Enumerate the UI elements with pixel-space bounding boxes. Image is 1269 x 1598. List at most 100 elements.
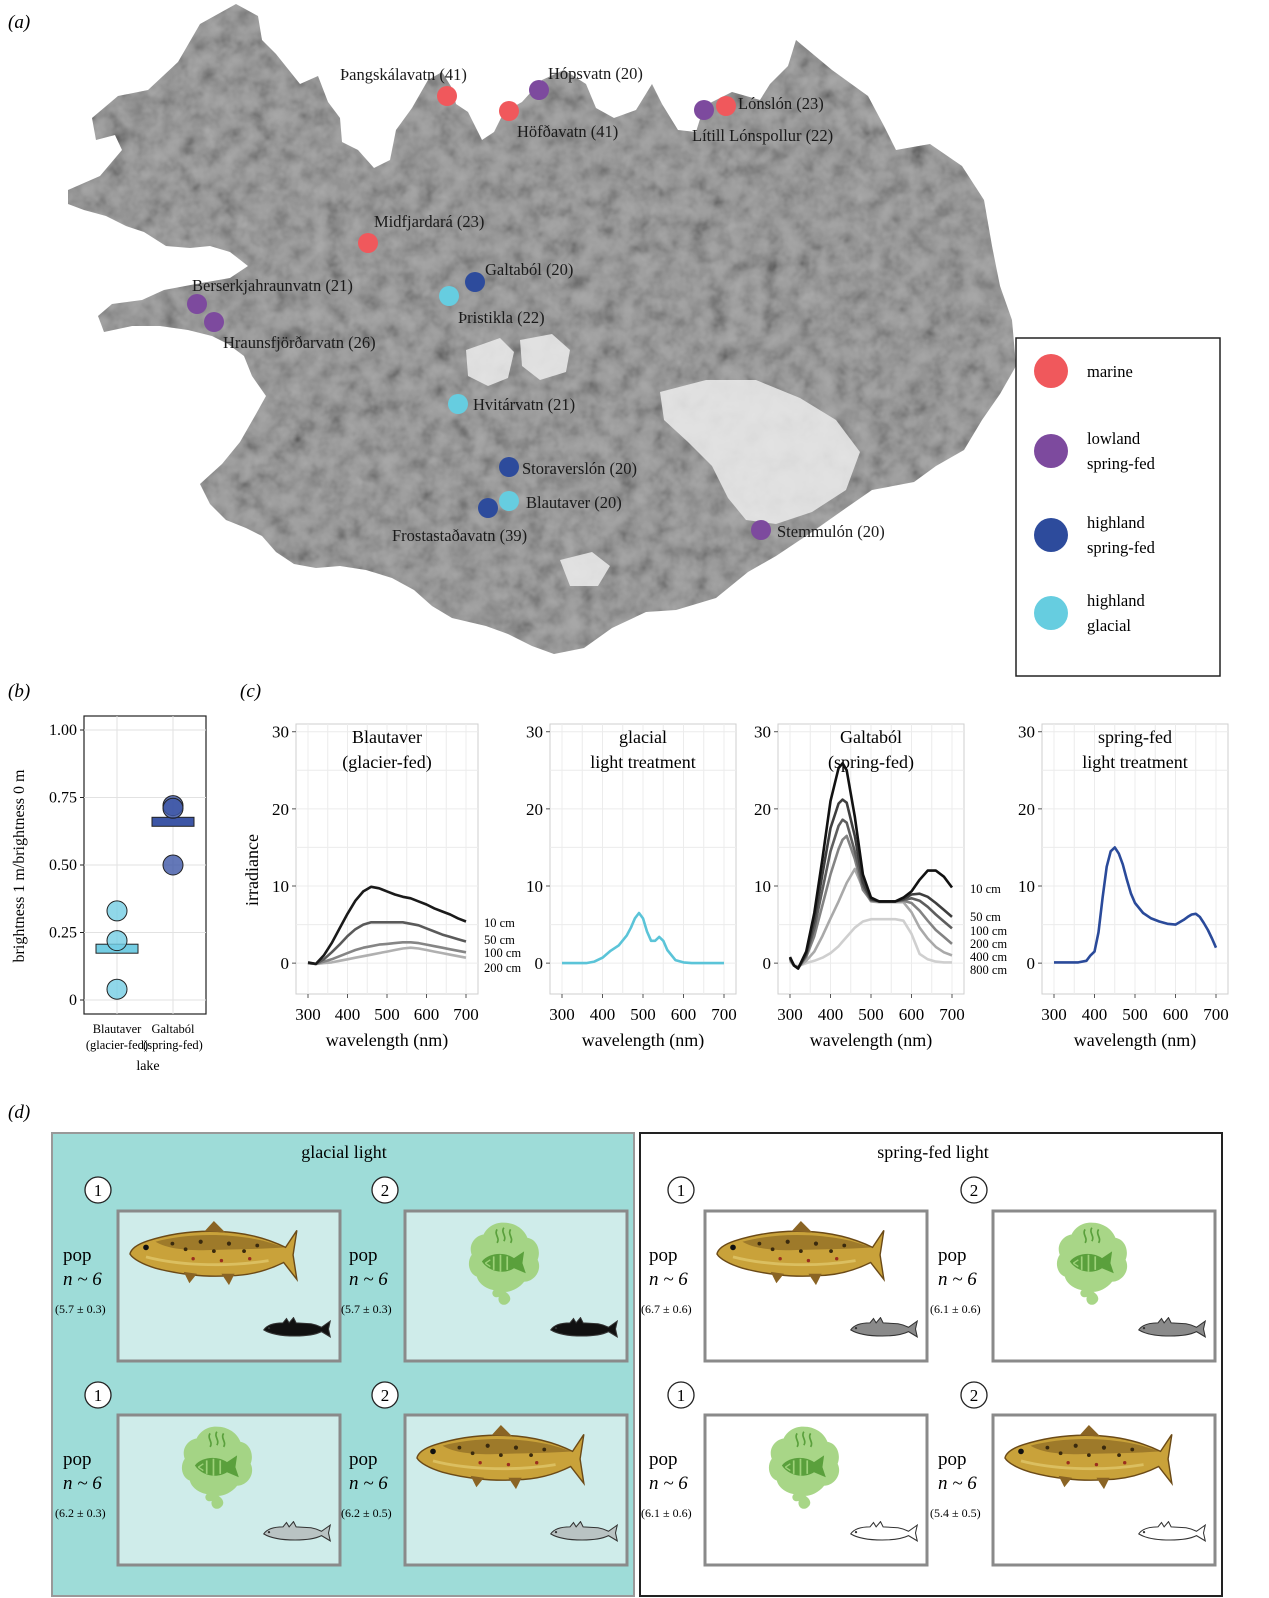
chart-title: Blautaver (352, 727, 422, 747)
site-label: Storaverslón (20) (522, 459, 637, 478)
series-line (307, 885, 467, 966)
panel-label-d: (d) (8, 1102, 30, 1123)
depth-label: 400 cm (970, 950, 1007, 964)
ice-cap-langjokull (466, 338, 514, 386)
population-label: pop (649, 1245, 678, 1266)
tick-label-y: 0 (763, 954, 772, 973)
tick-label-y: 20 (1018, 800, 1035, 819)
population-label: pop (63, 1245, 92, 1266)
irradiance-chart: 0 10 20 30 300 400 500 600 700 wavelength (nm) spr… (1018, 723, 1229, 1051)
tick-label-y: 1.00 (49, 722, 77, 739)
tick-label-y: 30 (754, 723, 771, 742)
sample-size: n ~ 6 (938, 1269, 977, 1290)
site-marker-highland_glacial (448, 394, 468, 414)
axis-label-x: wavelength (nm) (810, 1030, 932, 1051)
site-marker-marine (437, 86, 457, 106)
tick-label-x: 700 (711, 1005, 737, 1024)
tank: 1 pop n ~ 6 (6.7 ± 0.6) (641, 1176, 929, 1363)
sample-stat: (6.1 ± 0.6) (930, 1302, 981, 1316)
tank: 2 pop n ~ 6 (6.2 ± 0.5) (341, 1381, 629, 1567)
tank: 2 pop n ~ 6 (5.7 ± 0.3) (341, 1176, 629, 1363)
site-label: Höfðavatn (41) (517, 122, 618, 141)
sample-stat: (6.2 ± 0.3) (55, 1506, 106, 1520)
tick-label-x: 700 (1203, 1005, 1229, 1024)
chart-title: (spring-fed) (828, 752, 914, 773)
legend-swatch-highland_spring (1034, 518, 1068, 552)
series-line (1054, 846, 1218, 964)
sample-size: n ~ 6 (63, 1473, 102, 1494)
site-marker-lowland (694, 100, 714, 120)
tick-label-y: 10 (272, 877, 289, 896)
data-point (162, 797, 184, 819)
depth-label: 200 cm (970, 937, 1007, 951)
tick-label-y: 0.50 (49, 857, 77, 874)
site-label: Lónslón (23) (738, 94, 824, 113)
tick-label-x: Galtaból (151, 1022, 195, 1036)
ice-cap-hofsjokull (520, 334, 570, 380)
tank-number-badge (960, 1381, 988, 1409)
series-line (307, 941, 467, 966)
depth-label: 100 cm (970, 924, 1007, 938)
tick-label-x: 400 (818, 1005, 844, 1024)
panel-label-a: (a) (8, 12, 30, 33)
axis-label-y: irradiance (242, 834, 262, 906)
population-label: pop (649, 1449, 678, 1470)
tank-number: 2 (381, 1181, 390, 1200)
legend-label: marine (1087, 362, 1133, 381)
site-label: Frostastaðavatn (39) (392, 526, 527, 545)
site-marker-lowland (187, 294, 207, 314)
tick-label-y: 0 (281, 954, 290, 973)
site-marker-lowland (529, 80, 549, 100)
tick-label-y: 10 (754, 877, 771, 896)
tick-label-y: 20 (754, 800, 771, 819)
site-marker-highland_spring (465, 272, 485, 292)
sample-stat: (6.2 ± 0.5) (341, 1506, 392, 1520)
series-line (307, 921, 467, 966)
tank-number: 2 (381, 1386, 390, 1405)
axis-label-x: lake (136, 1059, 159, 1074)
site-label: Hvitárvatn (21) (473, 395, 575, 414)
tick-label-y: 0 (69, 992, 77, 1009)
tank: 2 pop n ~ 6 (6.1 ± 0.6) (930, 1176, 1217, 1363)
tick-label-y: 30 (526, 723, 543, 742)
depth-label: 50 cm (970, 910, 1001, 924)
tick-label-y: 0 (535, 954, 544, 973)
tick-label-y: 20 (526, 800, 543, 819)
site-marker-highland_glacial (439, 286, 459, 306)
tank: 1 pop n ~ 6 (6.2 ± 0.3) (55, 1381, 342, 1567)
tick-label-x: 500 (630, 1005, 656, 1024)
series-line (788, 818, 953, 970)
legend-label: spring-fed (1087, 454, 1156, 473)
site-marker-highland_spring (499, 457, 519, 477)
tick-label-x: 300 (777, 1005, 803, 1024)
tick-label-x: 500 (374, 1005, 400, 1024)
legend-label: highland (1087, 513, 1145, 532)
site-label: Lítill Lónspollur (22) (692, 126, 833, 145)
brightness-plot: 0 0.25 0.50 0.75 1.00 Blautaver (glacier-fed)G… (11, 715, 207, 1074)
chart-title: Galtaból (840, 727, 902, 747)
tick-label-x: 500 (1122, 1005, 1148, 1024)
site-label: Hópsvatn (20) (548, 64, 643, 83)
tank-number-badge (960, 1176, 988, 1204)
legend-swatch-lowland (1034, 434, 1068, 468)
sample-stat: (5.7 ± 0.3) (55, 1302, 106, 1316)
population-label: pop (63, 1449, 92, 1470)
sample-size: n ~ 6 (649, 1269, 688, 1290)
map-sites: Þangskálavatn (41) Hópsvatn (20) Höfðavatn… (187, 64, 885, 545)
site-label: Galtaból (20) (485, 260, 573, 279)
tank-number: 1 (94, 1386, 103, 1405)
site-label: Þangskálavatn (41) (340, 65, 467, 84)
tick-label-y: 0.75 (49, 790, 77, 807)
series-line (307, 946, 467, 966)
chart-title: spring-fed (1098, 727, 1172, 747)
site-marker-marine (499, 101, 519, 121)
chart-title: light treatment (590, 752, 695, 772)
series-line (562, 911, 724, 965)
tank-number: 2 (970, 1386, 979, 1405)
tick-label-y: 20 (272, 800, 289, 819)
tick-label-y: 0.25 (49, 925, 77, 942)
tank: 2 pop n ~ 6 (5.4 ± 0.5) (930, 1381, 1217, 1567)
sample-size: n ~ 6 (349, 1269, 388, 1290)
sample-size: n ~ 6 (938, 1473, 977, 1494)
